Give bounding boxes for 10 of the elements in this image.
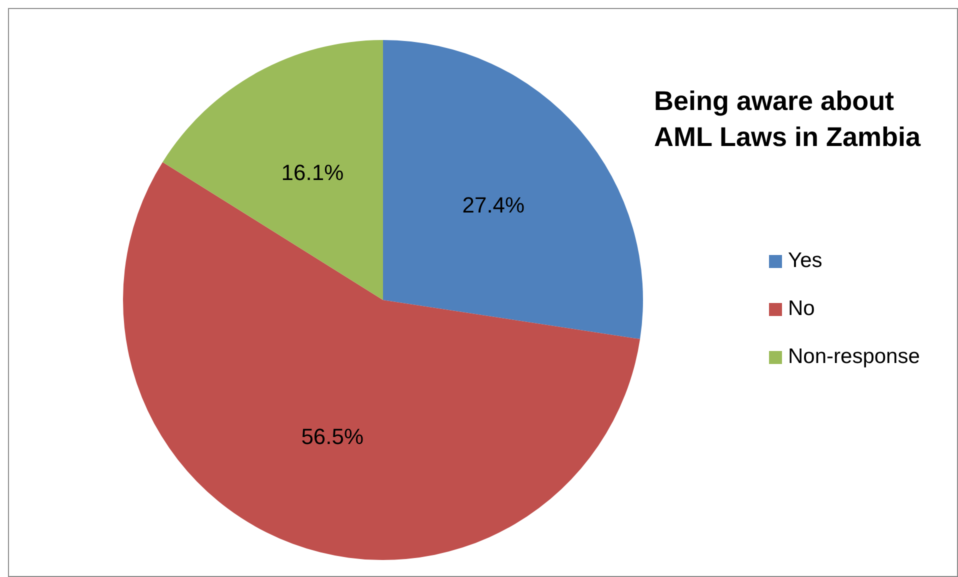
pie-slice xyxy=(123,162,640,560)
pie-slice xyxy=(383,40,643,340)
data-label: 27.4% xyxy=(462,192,525,218)
data-label: 16.1% xyxy=(281,160,344,186)
legend-label: No xyxy=(788,297,815,321)
legend-label: Yes xyxy=(788,249,822,273)
data-label: 56.5% xyxy=(301,424,364,450)
text: Being aware about AML Laws in Zambia xyxy=(654,85,922,154)
pie-slice xyxy=(162,40,383,300)
legend-label: Non-response xyxy=(788,345,920,369)
